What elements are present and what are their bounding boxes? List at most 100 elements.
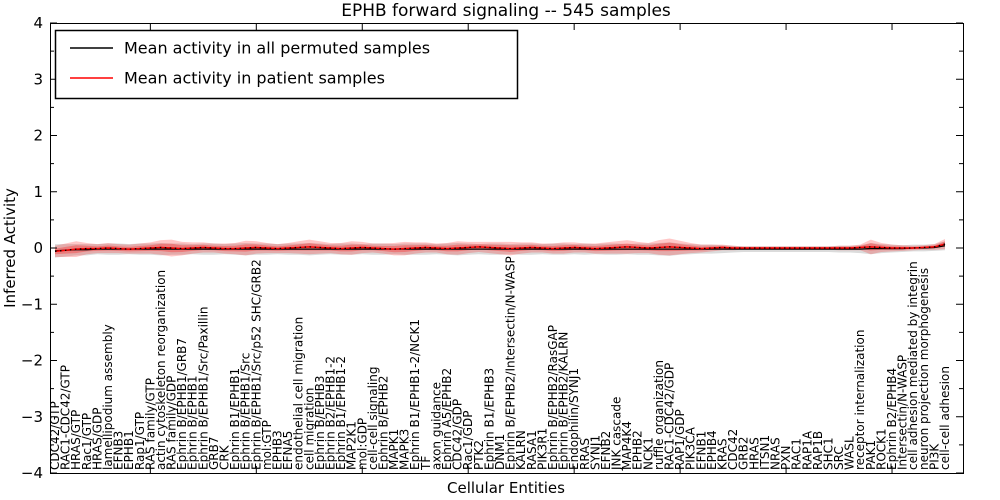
y-ticks: −4 −3 −2 −1 0 1 2 3 4 xyxy=(21,14,963,482)
x-category-label: SRC xyxy=(832,446,846,470)
x-category-label: Ephrin B1/EPHB1-2 xyxy=(334,356,348,470)
x-category-label: mol:GDP xyxy=(355,418,369,470)
x-category-label: MAP4K4 xyxy=(620,421,634,470)
x-category-label: CDC42 xyxy=(726,429,740,470)
x-category-label: RAC1 xyxy=(790,438,804,470)
x-category-label: ITSN1 xyxy=(758,435,772,470)
x-category-label: RAP1/GDP xyxy=(673,409,687,470)
x-category-label: EPHB1 xyxy=(122,430,136,470)
dotted-overlay-line xyxy=(54,243,946,253)
x-category-label: Ephrin B2/EPHB1-2 xyxy=(323,356,337,470)
x-category-label: lamellipodium assembly xyxy=(101,324,115,470)
y-tick-label: −3 xyxy=(21,408,43,426)
x-category-label: PIK3CA xyxy=(684,426,698,470)
x-category-label: Ephrin B/EPHB3 xyxy=(313,376,327,470)
x-category-label: MAPK3 xyxy=(398,429,412,470)
x-category-label: ROCK1 xyxy=(874,428,888,470)
x-category-label: GRB7 xyxy=(207,436,221,470)
x-category-label: TF xyxy=(419,456,433,471)
x-category-label: Intersectin/N-WASP xyxy=(896,355,910,470)
x-category-label: Ephrin B/EPHB2/Intersectin/N-WASP xyxy=(504,256,518,470)
x-category-label: Ephrin B/EPHB1/Src/p52 SHC/GRB2 xyxy=(249,259,263,470)
series-lines xyxy=(54,243,946,253)
x-category-label: EPHB4 xyxy=(705,430,719,470)
x-axis-label: Cellular Entities xyxy=(447,479,565,497)
x-category-label: RAP1B xyxy=(811,431,825,470)
x-category-label: HRAS/GTP xyxy=(69,410,83,470)
chart-title: EPHB forward signaling -- 545 samples xyxy=(341,1,671,21)
x-category-label: EFNB1 xyxy=(694,431,708,470)
x-category-label: PAK1 xyxy=(864,440,878,470)
x-category-label: Ephrin A5/EPHB2 xyxy=(440,368,454,470)
x-category-label: Ephrin B/EPHB1/Src xyxy=(239,353,253,470)
legend: Mean activity in all permuted samples Me… xyxy=(54,29,519,100)
x-category-label: RAC1-CDC42/GDP xyxy=(663,363,677,470)
x-category-label: endothelial cell migration xyxy=(292,317,306,470)
permuted-mean-line xyxy=(54,245,946,252)
x-category-label: EPHB2 xyxy=(631,430,645,470)
x-category-label: EFNA5 xyxy=(281,431,295,470)
x-category-label: Ephrin B/EPHB2 xyxy=(376,376,390,470)
x-category-label: JNK cascade xyxy=(610,397,624,471)
y-tick-label: −4 xyxy=(21,464,43,482)
x-category-label: RASA1 xyxy=(525,430,539,470)
y-axis-label: Inferred Activity xyxy=(1,188,19,308)
x-category-label: SYNJ1 xyxy=(588,435,602,470)
x-category-label: Rac1/GTP xyxy=(80,413,94,470)
x-category-label: cell-cell adhesion xyxy=(938,366,952,470)
x-category-label: cell adhesion mediated by integrin xyxy=(906,261,920,470)
x-category-label: PTK2 xyxy=(472,440,486,470)
x-category-label: EFNB2 xyxy=(599,431,613,470)
x-category-label: MAP2K1 xyxy=(345,421,359,470)
x-category-label: cell migration xyxy=(302,388,316,470)
x-category-label: Rap1/GTP xyxy=(133,412,147,470)
x-category-label: Ephrin B/EPHB2/RasGAP xyxy=(546,325,560,470)
x-category-label: receptor internalization xyxy=(853,330,867,470)
x-category-label: PIK3R1 xyxy=(535,428,549,470)
x-category-label: CRK xyxy=(218,444,232,470)
y-tick-label: 3 xyxy=(33,70,43,88)
x-category-label: actin cytoskeleton reorganization xyxy=(154,270,168,470)
x-category-label: axon guidance xyxy=(429,382,443,470)
x-category-label: Ephrin B/EPHB1/Src/Paxillin xyxy=(196,306,210,470)
x-category-label: cell-cell signaling xyxy=(366,367,380,471)
x-category-label: PXN xyxy=(779,446,793,470)
x-ticks xyxy=(149,23,893,473)
x-category-label: KRAS xyxy=(716,438,730,470)
x-category-label: neuron projection morphogenesis xyxy=(917,268,931,470)
x-category-label: Endophilin/SYNJ1 xyxy=(567,368,581,470)
y-tick-label: 1 xyxy=(33,183,43,201)
x-category-label: EFNB3 xyxy=(112,431,126,470)
x-category-label: HRAS xyxy=(747,437,761,470)
x-category-label: RAS family/GDP xyxy=(165,376,179,470)
x-category-label: Ephrin B/EPHB2/KALRN xyxy=(557,332,571,470)
x-category-label: Ephrin B1/EPHB1 xyxy=(228,368,242,470)
x-category-label: SHC1 xyxy=(821,437,835,470)
x-category-label: RAC1-CDC42/GTP xyxy=(59,365,73,470)
x-category-label: HRAS/GDP xyxy=(90,407,104,470)
x-category-label: KALRN xyxy=(514,430,528,470)
y-tick-label: −1 xyxy=(21,295,43,313)
x-category-label: Rac1/GDP xyxy=(461,411,475,470)
x-category-label: RRAS xyxy=(578,438,592,470)
x-category-label: Ephrin B/EPHB1/GRB7 xyxy=(175,338,189,470)
x-category-label: NRAS xyxy=(768,437,782,470)
x-category-label: mol:GTP xyxy=(260,420,274,470)
x-category-labels: CDC42/GTPRAC1-CDC42/GTPHRAS/GTPRac1/GTPH… xyxy=(48,256,952,471)
x-category-label: PI3K xyxy=(927,443,941,470)
x-category-label: WASL xyxy=(843,436,857,470)
x-category-label: CDC42/GTP xyxy=(48,401,62,470)
legend-box xyxy=(54,29,519,100)
y-tick-label: 2 xyxy=(33,127,43,145)
x-category-label: RAP1A xyxy=(800,430,814,470)
x-category-label: EPHB3 xyxy=(271,430,285,470)
x-category-label: ruffle organization xyxy=(652,360,666,470)
legend-label-patient: Mean activity in patient samples xyxy=(124,69,385,88)
x-category-label: Ephrin B/EPHB1 xyxy=(186,376,200,470)
x-category-label: Ephrin B2/EPHB4 xyxy=(885,368,899,470)
x-category-label: CDC42/GDP xyxy=(451,399,465,470)
x-category-label: RAS family/GTP xyxy=(143,378,157,470)
y-tick-label: 0 xyxy=(33,239,43,257)
